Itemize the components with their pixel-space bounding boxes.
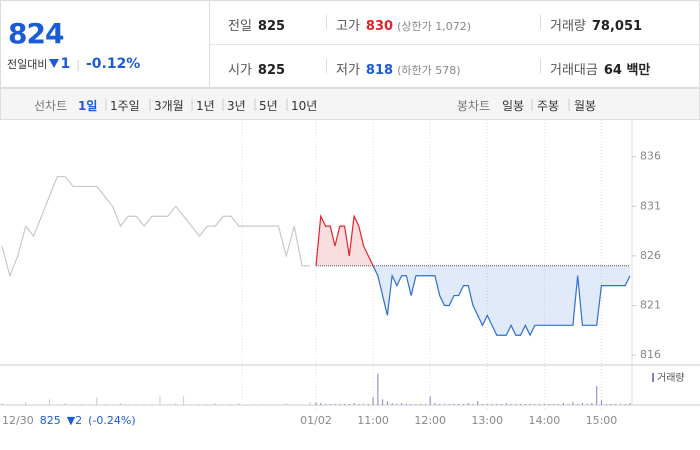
cell-label: 거래대금 xyxy=(550,63,598,78)
cell-label: 거래량 xyxy=(550,19,586,34)
x-tick-label: 15:00 xyxy=(586,414,618,427)
prev-day-info: 12/30 825 ▼2 (-0.24%) xyxy=(2,414,136,427)
prev-change: ▼2 xyxy=(67,414,82,427)
divider xyxy=(326,59,327,73)
y-tick-label: 821 xyxy=(640,298,661,311)
summary-cell: 고가 830 (상한가 1,072) xyxy=(336,15,471,34)
divider: | xyxy=(148,97,153,111)
cell-label: 저가 xyxy=(336,63,360,78)
divider: | xyxy=(221,97,226,111)
cell-value: 830 xyxy=(365,19,394,34)
summary-row: 시가 825 저가 818 (하한가 578) 거래대금 64 백만 xyxy=(210,45,700,88)
x-tick-label: 14:00 xyxy=(529,414,561,427)
divider: | xyxy=(567,97,572,111)
divider xyxy=(540,59,541,73)
cell-value: 825 xyxy=(257,63,286,78)
summary-cell: 저가 818 (하한가 578) xyxy=(336,59,461,78)
divider: | xyxy=(285,97,290,111)
quote: 824 전일대비 1 | -0.12% xyxy=(1,1,210,87)
divider xyxy=(326,15,327,29)
cell-value: 818 xyxy=(365,63,394,78)
change-value: 1 xyxy=(60,56,71,72)
candle-tab[interactable]: 월봉 xyxy=(574,99,597,113)
period-tab[interactable]: 1년 xyxy=(196,99,215,113)
candle-tab[interactable]: 일봉 xyxy=(502,99,525,113)
y-tick-label: 831 xyxy=(640,199,661,212)
summary-row: 전일 825 고가 830 (상한가 1,072) 거래량 78,051 xyxy=(210,1,700,45)
change-label: 전일대비 xyxy=(7,58,48,71)
x-tick-label: 01/02 xyxy=(300,414,332,427)
cell-label: 시가 xyxy=(228,63,252,78)
cell-value: 64 백만 xyxy=(603,63,651,78)
cell-note: (상한가 1,072) xyxy=(397,20,471,33)
cell-value: 825 xyxy=(257,19,286,34)
summary-cell: 거래대금 64 백만 xyxy=(550,59,650,78)
x-tick-label: 13:00 xyxy=(471,414,503,427)
divider: | xyxy=(253,97,258,111)
period-tab[interactable]: 1주일 xyxy=(110,99,140,113)
candle-tab[interactable]: 주봉 xyxy=(537,99,560,113)
legend-swatch xyxy=(652,373,654,382)
tab-bar: 선차트 1일 1주일 | 3개월 | 1년 | 3년 | 5년 | 10년 | 봉차트 일봉 주봉 | 월봉 | xyxy=(0,88,700,120)
period-tab[interactable]: 3개월 xyxy=(154,99,184,113)
prev-date: 12/30 xyxy=(2,414,34,427)
line-up xyxy=(315,214,374,266)
y-tick-label: 836 xyxy=(640,150,661,163)
line-down xyxy=(316,265,631,337)
y-tick-label: 826 xyxy=(640,249,661,262)
prev-close: 825 xyxy=(40,414,61,427)
period-tab[interactable]: 1일 xyxy=(78,99,98,113)
divider: | xyxy=(530,97,535,111)
period-tab[interactable]: 10년 xyxy=(291,99,318,113)
divider xyxy=(540,15,541,29)
summary-cell: 거래량 78,051 xyxy=(550,15,642,34)
period-tab[interactable]: 5년 xyxy=(259,99,278,113)
volume-legend: 거래량 xyxy=(657,372,685,384)
change: 전일대비 1 | -0.12% xyxy=(7,56,141,72)
cell-value: 78,051 xyxy=(591,19,643,34)
period-tab[interactable]: 3년 xyxy=(227,99,246,113)
candle-chart-label: 봉차트 xyxy=(457,99,491,113)
y-tick-label: 816 xyxy=(640,348,661,361)
down-icon xyxy=(49,59,60,68)
summary-cell: 시가 825 xyxy=(228,59,285,78)
line-chart-label: 선차트 xyxy=(34,99,68,113)
price: 824 xyxy=(8,17,64,50)
area-down xyxy=(316,265,630,336)
prev-pct: (-0.24%) xyxy=(88,414,136,427)
cell-label: 전일 xyxy=(228,19,252,34)
cell-label: 고가 xyxy=(336,19,360,34)
area-up xyxy=(316,216,630,266)
cell-note: (하한가 578) xyxy=(397,64,461,77)
prev-day-line xyxy=(1,175,310,278)
summary-panel: 824 전일대비 1 | -0.12% 전일 825 고가 830 (상한가 1,072) 거래… xyxy=(0,0,700,88)
summary-cell: 전일 825 xyxy=(228,15,285,34)
x-tick-label: 11:00 xyxy=(357,414,389,427)
chart: 816 821 826 831 836 01/02 11:00 12:00 13:00 14:00… xyxy=(0,120,700,427)
divider: | xyxy=(104,97,109,111)
x-tick-label: 12:00 xyxy=(414,414,446,427)
divider: | xyxy=(190,97,195,111)
change-pct: -0.12% xyxy=(85,56,141,72)
